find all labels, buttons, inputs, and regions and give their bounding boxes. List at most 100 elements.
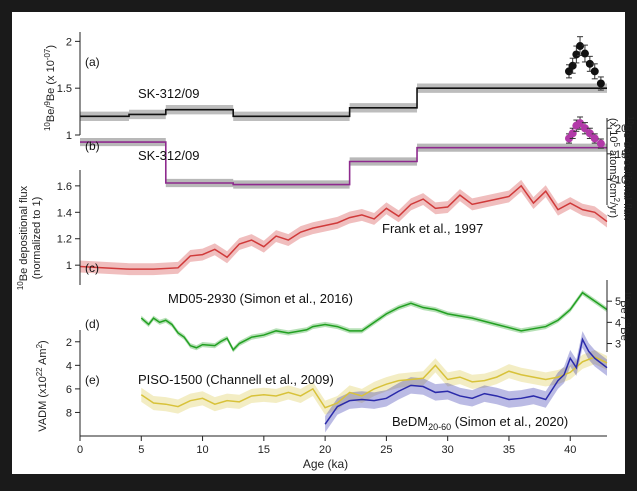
panel-b-data-point: [585, 129, 594, 138]
label-layer: SK-312/09 (a) SK-312/09 (b) (c) Frank et al.,…: [16, 45, 635, 432]
panel-b-y-label-2-part: 5: [612, 142, 621, 147]
x-tick-label: 5: [138, 444, 144, 456]
series-name: BeDM: [392, 414, 428, 429]
panel-a-y-label-part: 10: [43, 122, 52, 131]
figure-background: [12, 12, 625, 474]
panel-c-y-tick-label: 1.6: [57, 181, 72, 193]
series-suffix: (Simon et al., 2020): [451, 414, 568, 429]
panel-e-series-0-label: PISO-1500 (Channell et al., 2009): [138, 372, 334, 387]
panel-c-tag: (c): [85, 261, 99, 275]
panel-b-record-label: SK-312/09: [138, 148, 199, 163]
panel-a-step-band: [80, 83, 607, 121]
panel-a-data-point: [596, 79, 605, 88]
panel-b-y-label: 10Be depositional flux: [621, 116, 635, 221]
panel-e-tag: (e): [85, 373, 100, 387]
panel-a-y-label-part: Be (x 10: [45, 60, 57, 101]
panel-d-y-label: 10Be / 9Be: [618, 291, 632, 340]
x-axis-label: Age (ka): [303, 457, 348, 471]
panel-a-data-point: [568, 61, 577, 70]
x-tick-label: 0: [77, 444, 83, 456]
panel-c-y-label-part: Be depositional flux: [18, 185, 30, 281]
panel-b-data-point: [568, 129, 577, 138]
panel-c-y-label-2-part: (normalized to 1): [31, 197, 43, 280]
panel-a-y-label-part: Be/: [45, 105, 57, 122]
panel-e-y-label-part: 2: [35, 343, 44, 348]
panel-e-y-label: VADM (x1022 Am2): [35, 340, 49, 431]
panel-e-y-tick-label: 2: [66, 337, 72, 349]
panel-c-record-label: Frank et al., 1997: [382, 221, 483, 236]
panel-b-y-label-2-part: 2: [612, 198, 621, 203]
panel-a-y-tick-label: 1: [66, 130, 72, 142]
line-layer: [79, 36, 608, 425]
panel-b-y-tick-label: 10: [615, 174, 627, 186]
panel-a-data-point: [572, 50, 581, 59]
panel-b-data-point: [596, 139, 605, 148]
panel-b-data-point: [590, 134, 599, 143]
panel-a-y-label-part: -07: [43, 48, 52, 60]
x-tick-label: 25: [380, 444, 392, 456]
panel-a-y-tick-label: 1.5: [57, 83, 72, 95]
series-subscript: 20-60: [428, 422, 451, 432]
panel-b-step-line: [80, 141, 607, 186]
panel-a-data-point: [576, 42, 585, 51]
panel-a-y-label-part: ): [45, 45, 57, 49]
panel-d-y-label-part: Be: [618, 327, 630, 340]
x-tick-label: 40: [564, 444, 576, 456]
panel-a-y-label: 10Be/9Be (x 10-07): [43, 45, 57, 131]
panel-d-y-label-part: 9: [623, 323, 632, 328]
panel-c-y-tick-label: 1.4: [57, 207, 72, 219]
x-tick-label: 30: [442, 444, 454, 456]
panel-a-data-point: [590, 67, 599, 76]
panel-c-y-tick-label: 1.2: [57, 234, 72, 246]
panel-d-record-label: MD05-2930 (Simon et al., 2016): [168, 291, 353, 306]
panel-b-y-label-part: 10: [626, 116, 635, 125]
panel-e-y-tick-label: 6: [66, 384, 72, 396]
panel-d-y-tick-label: 3: [615, 339, 621, 351]
panel-c-y-label-part: 10: [16, 281, 25, 290]
x-tick-label: 35: [503, 444, 515, 456]
panel-d-y-tick-label: 5: [615, 296, 621, 308]
panel-b-y-tick-label: 20: [615, 123, 627, 135]
panel-b-y-tick-label: 15: [615, 149, 627, 161]
panel-d-line: [140, 291, 608, 352]
panel-e-y-label-part: Am: [37, 348, 49, 367]
panel-e-y-label-part: VADM (x10: [37, 376, 49, 431]
x-tick-label: 15: [258, 444, 270, 456]
panel-e-series-1-label: BeDM20-60 (Simon et al., 2020): [392, 414, 568, 432]
panel-a-data-point: [585, 59, 594, 68]
panel-a-y-label-part: 9: [43, 101, 52, 106]
panel-e-y-tick-label: 8: [66, 407, 72, 419]
panel-b-y-label-2: (x 105 atoms/cm2/yr): [607, 118, 621, 218]
panel-b-data-point: [576, 119, 585, 128]
panel-d-y-tick-label: 4: [615, 317, 621, 329]
panel-b-y-label-2-part: (x 10: [607, 118, 619, 142]
panel-e-series-0-band: [141, 350, 608, 415]
panel-b-step-band: [80, 137, 607, 189]
panel-c-y-label-2: (normalized to 1): [31, 197, 43, 280]
panel-b-tag: (b): [85, 139, 100, 153]
panel-c-y-label: 10Be depositional flux: [16, 185, 30, 290]
panel-e-y-tick-label: 4: [66, 360, 72, 372]
x-tick-label: 20: [319, 444, 331, 456]
panel-a-tag: (a): [85, 55, 100, 69]
x-tick-label: 10: [196, 444, 208, 456]
panel-c-line: [79, 184, 608, 270]
panel-a-record-label: SK-312/09: [138, 86, 199, 101]
panel-d-tag: (d): [85, 317, 100, 331]
panel-b-y-label-part: Be depositional flux: [621, 125, 633, 221]
panel-e-series-1-line: [324, 337, 608, 425]
panel-d-y-label-part: Be /: [618, 300, 630, 323]
panel-e-y-label-part: ): [37, 340, 49, 344]
panel-b-y-label-2-part: /yr): [607, 202, 619, 218]
panel-a-data-point: [580, 49, 589, 58]
panel-d-y-label-part: 10: [623, 291, 632, 300]
panel-e-series-0-line: [140, 356, 608, 409]
panel-e-y-label-part: 22: [35, 367, 44, 376]
panel-a-y-tick-label: 2: [66, 36, 72, 48]
panel-b-data-point: [580, 124, 589, 133]
panel-a-step-line: [80, 87, 607, 118]
panel-b-y-label-2-part: atoms/cm: [607, 147, 619, 198]
